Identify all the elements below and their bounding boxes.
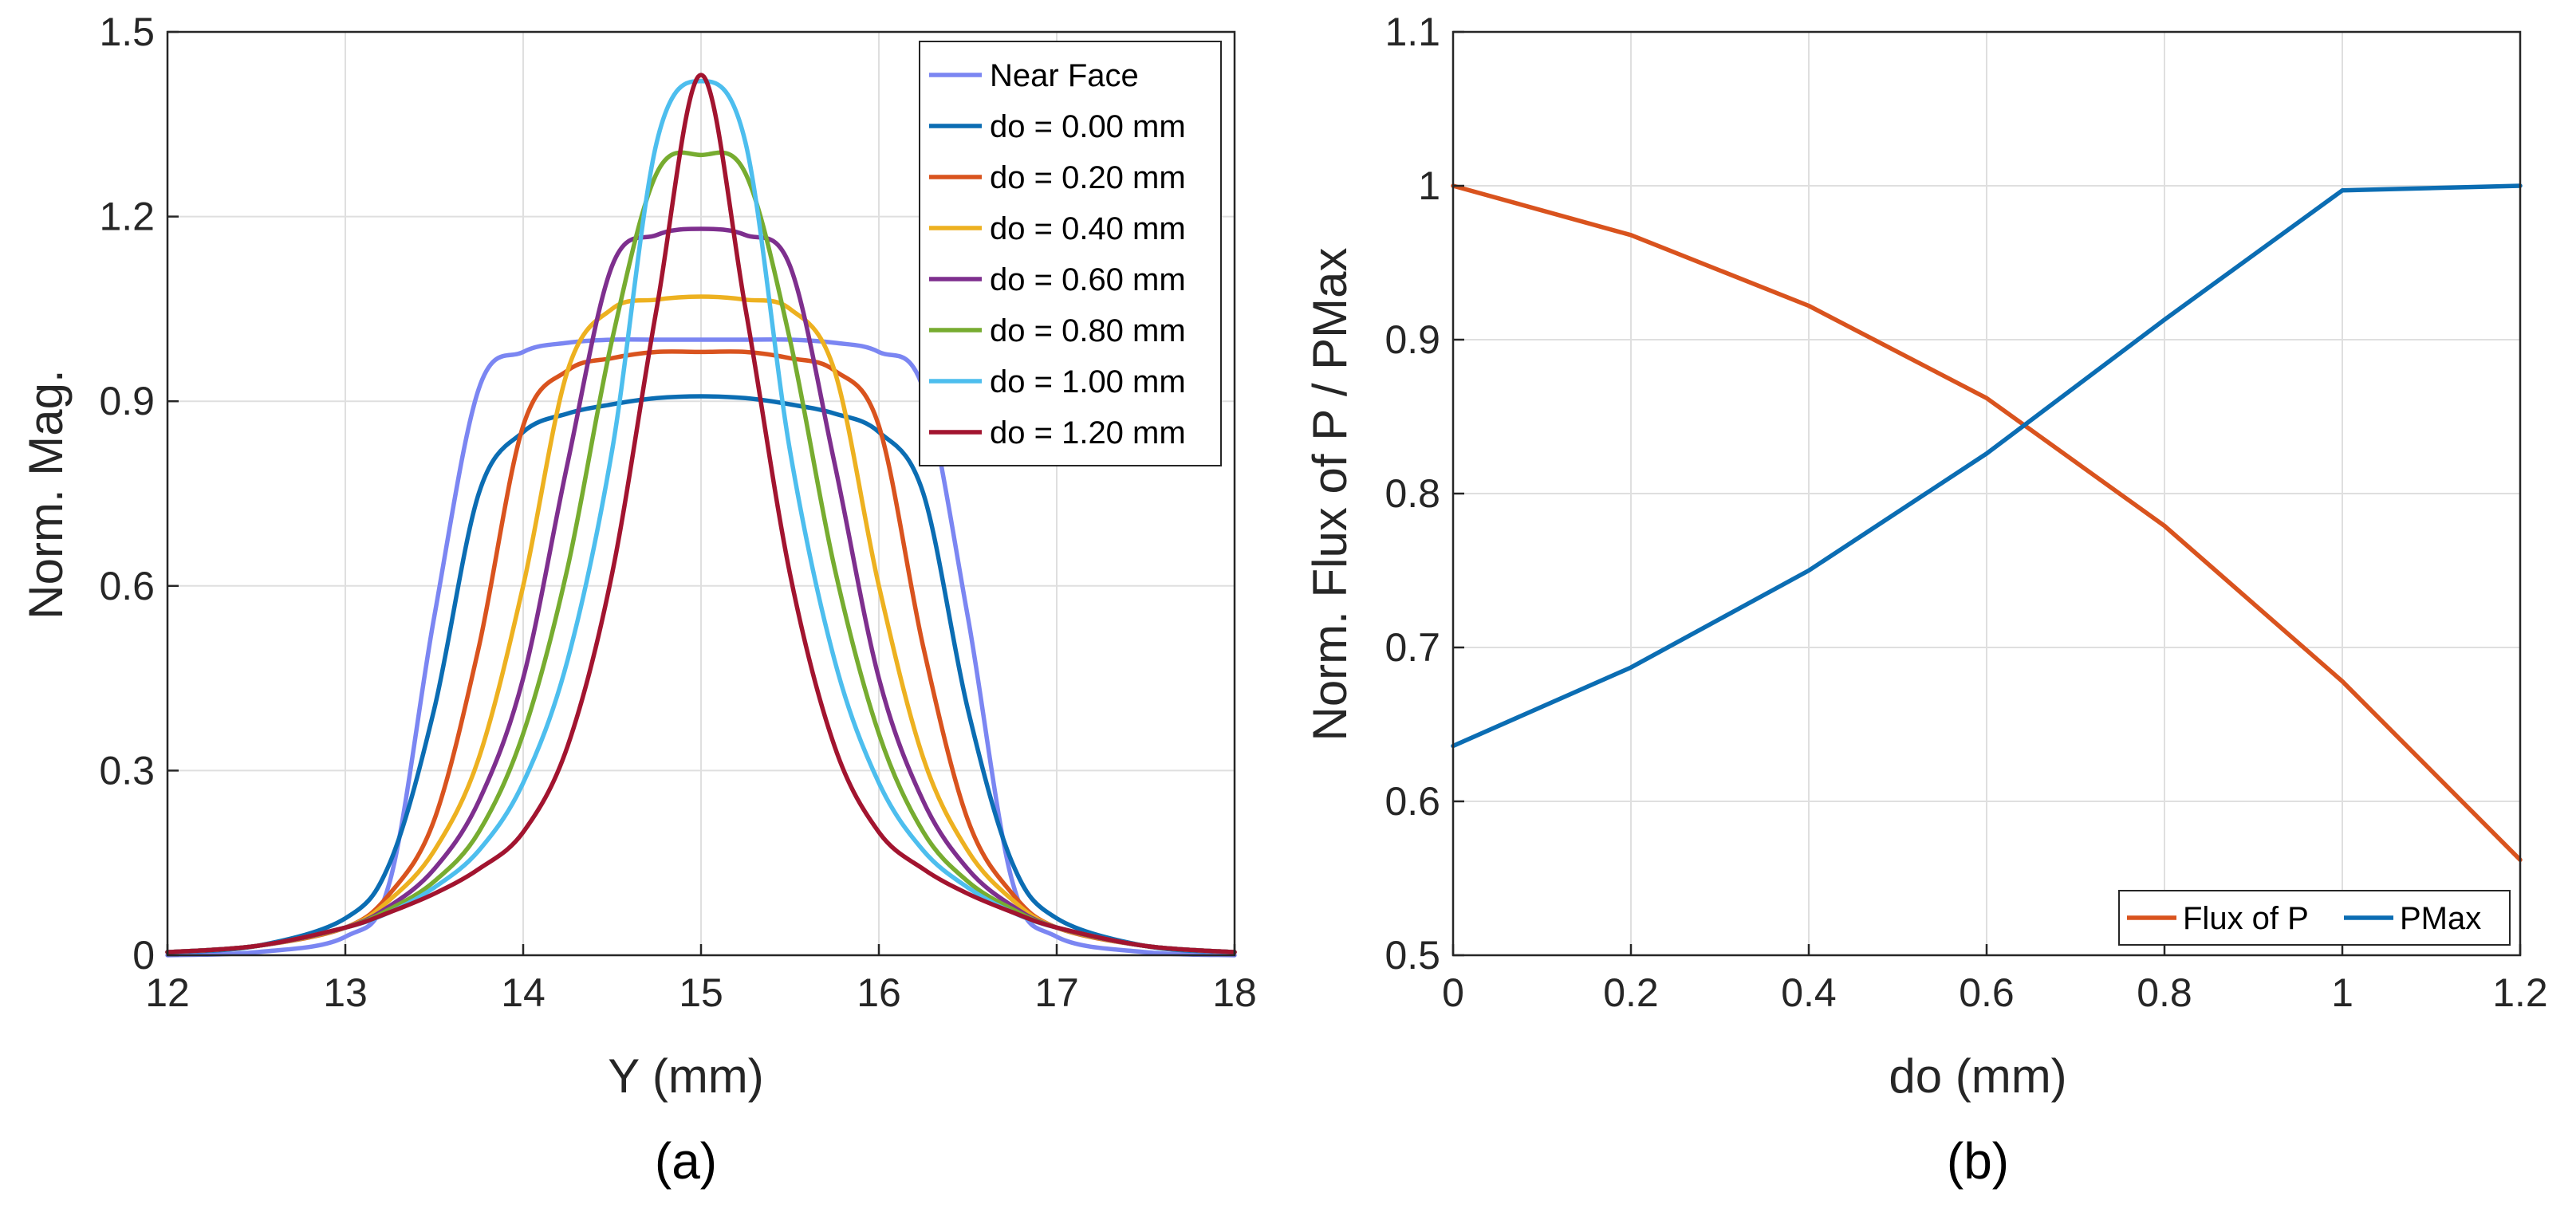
b-x-tick-label: 1: [2331, 970, 2353, 1015]
b-x-tick-label: 0.2: [1603, 970, 1659, 1015]
panel-a-chart: 12 13 14 15 16 17 18 0 0.3 0.6 0.9 1.2 1.5 Y (mm) N…: [19, 10, 1257, 1190]
b-y-tick-label: 0.9: [1385, 317, 1440, 362]
b-series-line-pmax: [1451, 183, 2523, 749]
a-legend-label: do = 0.60 mm: [990, 262, 1186, 297]
a-legend-entry-do-0-20-mm[interactable]: do = 0.20 mm: [929, 160, 1186, 195]
a-x-tick-label: 12: [145, 970, 190, 1015]
a-legend-box: [919, 41, 1222, 466]
panel-b-x-axis-label: do (mm): [1889, 1049, 2066, 1103]
a-series-line-do-0-60-mm: [165, 226, 1237, 954]
a-y-tick-label: 0.3: [99, 748, 155, 793]
a-legend-entry-do-0-80-mm[interactable]: do = 0.80 mm: [929, 313, 1186, 348]
a-series-line-do-0-00-mm: [165, 394, 1237, 954]
b-legend-label: Flux of P: [2183, 901, 2309, 936]
a-y-tick-label: 0: [132, 933, 155, 978]
a-legend-entry-near-face[interactable]: Near Face: [929, 58, 1139, 93]
a-series-line-do-0-40-mm: [165, 294, 1237, 954]
panel-a-legend[interactable]: Near Face do = 0.00 mm do = 0.20 mm do = 0.…: [919, 41, 1222, 466]
a-legend-label: do = 0.20 mm: [990, 160, 1186, 195]
a-x-tick-label: 15: [679, 970, 723, 1015]
a-legend-entry-do-0-00-mm[interactable]: do = 0.00 mm: [929, 109, 1186, 144]
b-x-tick-label: 0: [1442, 970, 1464, 1015]
b-x-tick-label: 0.6: [1959, 970, 2015, 1015]
b-legend-entry-flux-of-p[interactable]: Flux of P: [2127, 901, 2309, 936]
a-legend-entry-do-1-00-mm[interactable]: do = 1.00 mm: [929, 364, 1186, 399]
b-legend-entry-pmax[interactable]: PMax: [2344, 901, 2481, 936]
b-series-line-flux-of-p: [1451, 183, 2523, 863]
panel-b-legend[interactable]: Flux of P PMax: [2118, 890, 2511, 946]
a-legend-entry-do-0-60-mm[interactable]: do = 0.60 mm: [929, 262, 1186, 297]
a-y-tick-label: 0.9: [99, 379, 155, 423]
a-series-line-do-0-80-mm: [165, 150, 1237, 954]
a-x-tick-label: 16: [857, 970, 901, 1015]
panel-a-y-tick-labels: 0 0.3 0.6 0.9 1.2 1.5: [99, 10, 179, 978]
a-y-tick-label: 1.5: [99, 10, 155, 54]
panel-a-x-tick-labels: 12 13 14 15 16 17 18: [145, 944, 1257, 1015]
b-legend-box: [2118, 890, 2511, 946]
a-legend-entry-do-1-20-mm[interactable]: do = 1.20 mm: [929, 415, 1186, 451]
b-y-tick-label: 1.1: [1385, 10, 1440, 54]
a-legend-label: do = 0.00 mm: [990, 109, 1186, 144]
a-series-line-do-1-20-mm: [165, 73, 1237, 954]
panel-b-caption: (b): [1947, 1132, 2009, 1190]
a-x-tick-label: 18: [1212, 970, 1257, 1015]
a-x-tick-label: 17: [1034, 970, 1079, 1015]
a-legend-entry-do-0-40-mm[interactable]: do = 0.40 mm: [929, 211, 1186, 246]
b-x-tick-label: 0.4: [1781, 970, 1837, 1015]
panel-b-y-axis-label: Norm. Flux of P / PMax: [1303, 247, 1357, 741]
panel-a-x-axis-label: Y (mm): [608, 1049, 764, 1103]
b-y-tick-label: 0.5: [1385, 933, 1440, 978]
panel-b-x-tick-labels: 0 0.2 0.4 0.6 0.8 1 1.2: [1442, 944, 2548, 1015]
b-y-tick-label: 0.6: [1385, 779, 1440, 824]
b-y-tick-label: 1: [1418, 163, 1440, 208]
b-x-tick-label: 1.2: [2492, 970, 2548, 1015]
b-legend-label: PMax: [2400, 901, 2481, 936]
a-y-tick-label: 1.2: [99, 195, 155, 239]
a-legend-label: Near Face: [990, 58, 1139, 93]
panel-a-caption: (a): [655, 1132, 717, 1190]
panel-b-series-lines: [1451, 183, 2523, 863]
a-y-tick-label: 0.6: [99, 564, 155, 608]
a-legend-label: do = 0.40 mm: [990, 211, 1186, 246]
panel-b-y-tick-labels: 0.5 0.6 0.7 0.8 0.9 1 1.1: [1385, 10, 1464, 978]
a-legend-label: do = 0.80 mm: [990, 313, 1186, 348]
a-x-tick-label: 13: [323, 970, 368, 1015]
a-series-line-do-1-00-mm: [165, 79, 1237, 954]
b-y-tick-label: 0.7: [1385, 625, 1440, 670]
a-series-line-do-0-20-mm: [165, 349, 1237, 954]
b-x-tick-label: 0.8: [2137, 970, 2192, 1015]
a-legend-label: do = 1.20 mm: [990, 415, 1186, 451]
a-x-tick-label: 14: [501, 970, 546, 1015]
a-legend-label: do = 1.00 mm: [990, 364, 1186, 399]
b-y-tick-label: 0.8: [1385, 471, 1440, 516]
panel-a-y-axis-label: Norm. Mag.: [19, 369, 73, 619]
panel-a-series-lines: [165, 73, 1237, 958]
panel-b-chart: 0 0.2 0.4 0.6 0.8 1 1.2 0.5 0.6 0.7 0.8 0.9 1 1.1 do…: [1303, 10, 2548, 1190]
